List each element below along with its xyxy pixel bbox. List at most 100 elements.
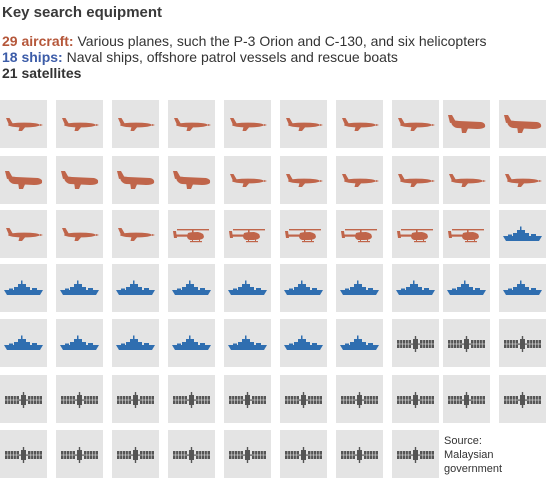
equipment-tile	[499, 210, 546, 258]
equipment-tile	[499, 156, 546, 204]
equipment-tile	[56, 430, 103, 478]
equipment-tile	[392, 100, 439, 148]
equipment-tile	[280, 375, 327, 423]
plane-icon	[342, 118, 379, 131]
equipment-tile	[56, 210, 103, 258]
equipment-tile	[280, 319, 327, 367]
ship-icon	[228, 280, 267, 295]
helicopter-icon	[173, 229, 209, 243]
plane-icon	[398, 118, 435, 131]
equipment-tile	[224, 210, 271, 258]
equipment-tile	[168, 430, 215, 478]
cargo-plane-icon	[173, 171, 211, 189]
equipment-tile	[443, 156, 490, 204]
ships-description: Naval ships, offshore patrol vessels and…	[62, 49, 398, 65]
ship-icon	[116, 280, 155, 295]
equipment-tile	[0, 430, 47, 478]
equipment-tile	[280, 264, 327, 312]
ship-icon	[340, 335, 379, 350]
ship-icon	[228, 335, 267, 350]
cargo-plane-icon	[117, 171, 155, 189]
source-org-line2: government	[444, 463, 503, 475]
equipment-tile	[56, 319, 103, 367]
plane-icon	[62, 118, 99, 131]
equipment-tile	[224, 430, 271, 478]
satellite-icon	[117, 392, 154, 408]
satellite-icon	[448, 392, 485, 408]
equipment-tile	[56, 156, 103, 204]
plane-icon	[174, 118, 211, 131]
equipment-tile	[336, 430, 383, 478]
equipment-tile	[224, 100, 271, 148]
equipment-tile	[336, 375, 383, 423]
plane-icon	[398, 174, 435, 187]
equipment-tile	[443, 210, 490, 258]
equipment-tile	[0, 210, 47, 258]
equipment-tile	[112, 156, 159, 204]
satellite-icon	[504, 392, 541, 408]
equipment-tile	[443, 264, 490, 312]
equipment-tile	[499, 264, 546, 312]
equipment-tile	[499, 100, 546, 148]
equipment-tile	[336, 100, 383, 148]
equipment-tile	[336, 319, 383, 367]
equipment-tile	[112, 100, 159, 148]
ships-count: 18 ships:	[2, 49, 63, 65]
cargo-plane-icon	[448, 115, 486, 133]
plane-icon	[230, 174, 267, 187]
helicopter-icon	[397, 229, 433, 243]
equipment-tile	[392, 264, 439, 312]
equipment-tile	[168, 264, 215, 312]
satellite-icon	[397, 447, 434, 463]
ship-icon	[116, 335, 155, 350]
satellite-icon	[397, 392, 434, 408]
equipment-tile	[224, 375, 271, 423]
equipment-tile	[336, 264, 383, 312]
equipment-tile	[56, 264, 103, 312]
satellite-icon	[397, 336, 434, 352]
helicopter-icon	[285, 229, 321, 243]
equipment-tile	[56, 375, 103, 423]
satellite-icon	[61, 447, 98, 463]
legend-aircraft: 29 aircraft: Various planes, such the P-…	[2, 33, 487, 49]
equipment-tile	[280, 210, 327, 258]
equipment-tile	[112, 264, 159, 312]
ship-icon	[4, 280, 43, 295]
satellite-icon	[117, 447, 154, 463]
plane-icon	[6, 118, 43, 131]
equipment-tile	[168, 319, 215, 367]
equipment-tile	[0, 156, 47, 204]
equipment-tile	[443, 375, 490, 423]
equipment-tile	[392, 319, 439, 367]
satellite-icon	[285, 447, 322, 463]
satellite-icon	[173, 392, 210, 408]
plane-icon	[449, 174, 486, 187]
source-note: Source: Malaysian government	[444, 434, 502, 476]
legend-ships: 18 ships: Naval ships, offshore patrol v…	[2, 49, 487, 65]
equipment-tile	[280, 100, 327, 148]
satellite-icon	[5, 447, 42, 463]
equipment-tile	[443, 100, 490, 148]
plane-icon	[342, 174, 379, 187]
equipment-tile	[224, 264, 271, 312]
plane-icon	[230, 118, 267, 131]
satellites-count: 21 satellites	[2, 65, 82, 81]
source-org-line1: Malaysian	[444, 449, 494, 461]
cargo-plane-icon	[504, 115, 542, 133]
equipment-tile	[0, 319, 47, 367]
satellite-icon	[229, 392, 266, 408]
equipment-tile	[280, 430, 327, 478]
ship-icon	[60, 335, 99, 350]
cargo-plane-icon	[5, 171, 43, 189]
equipment-tile	[499, 375, 546, 423]
equipment-tile	[112, 375, 159, 423]
satellite-icon	[61, 392, 98, 408]
plane-icon	[118, 118, 155, 131]
equipment-tile	[443, 319, 490, 367]
ship-icon	[284, 335, 323, 350]
equipment-tile	[280, 156, 327, 204]
helicopter-icon	[229, 229, 265, 243]
equipment-grid	[0, 100, 546, 480]
equipment-tile	[224, 319, 271, 367]
equipment-tile	[224, 156, 271, 204]
